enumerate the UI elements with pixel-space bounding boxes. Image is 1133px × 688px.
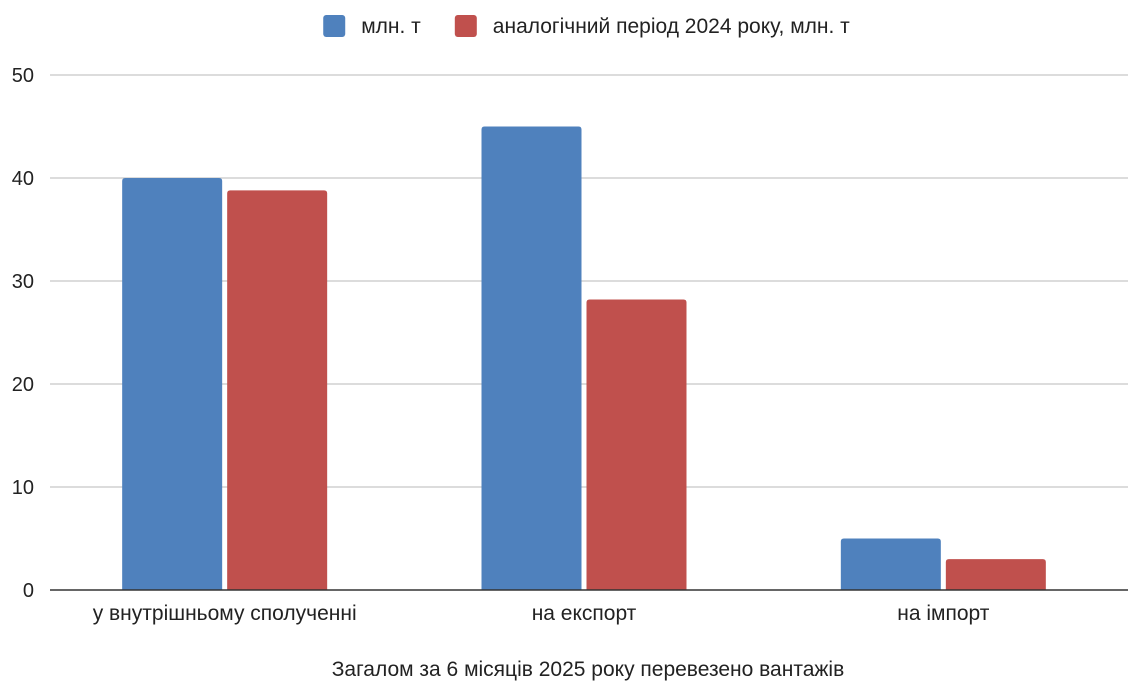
y-axis-ticks: 0 10 20 30 40 50	[12, 65, 34, 602]
bar	[945, 559, 1046, 590]
y-tick-label: 50	[12, 65, 34, 87]
y-tick-label: 20	[12, 374, 34, 396]
x-tick-label: у внутрішньому сполученні	[93, 602, 357, 625]
bar	[586, 299, 687, 590]
legend-item: млн. т	[323, 15, 421, 38]
y-tick-label: 10	[12, 477, 34, 499]
bar	[227, 190, 328, 591]
legend-swatch	[454, 15, 477, 37]
bar	[840, 538, 941, 590]
legend-swatch	[323, 15, 346, 37]
y-tick-label: 0	[23, 580, 34, 602]
x-axis-label: Загалом за 6 місяців 2025 року перевезен…	[332, 658, 845, 681]
legend-item: аналогічний період 2024 року, млн. т	[454, 15, 850, 38]
legend-label: млн. т	[361, 15, 421, 38]
x-axis-ticks: у внутрішньому сполученні на експорт на ім…	[93, 602, 990, 625]
bar	[122, 178, 223, 590]
legend-label: аналогічний період 2024 року, млн. т	[493, 15, 850, 38]
y-tick-label: 40	[12, 168, 34, 190]
bar	[481, 126, 582, 590]
y-tick-label: 30	[12, 271, 34, 293]
x-tick-label: на експорт	[532, 602, 637, 625]
bars	[122, 126, 1046, 591]
x-tick-label: на імпорт	[897, 602, 989, 625]
legend: млн. т аналогічний період 2024 року, млн.…	[323, 15, 850, 38]
